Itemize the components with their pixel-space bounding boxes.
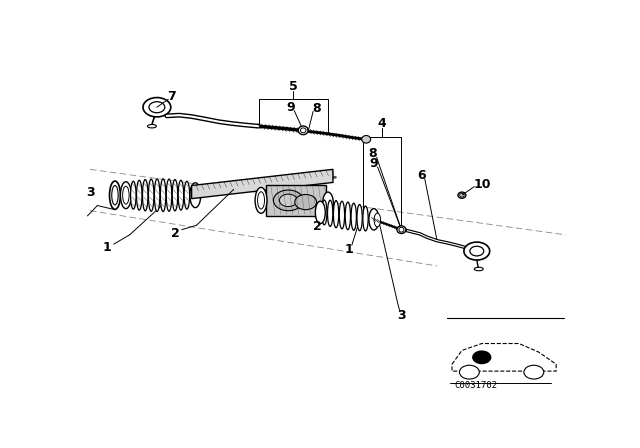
Ellipse shape — [166, 179, 172, 211]
Ellipse shape — [112, 185, 118, 205]
Ellipse shape — [363, 206, 368, 231]
Text: 8: 8 — [369, 147, 377, 160]
Ellipse shape — [120, 182, 131, 209]
Ellipse shape — [323, 192, 333, 215]
Text: 9: 9 — [369, 157, 378, 170]
Ellipse shape — [397, 226, 406, 233]
Text: 9: 9 — [287, 101, 295, 114]
Ellipse shape — [143, 180, 148, 211]
Polygon shape — [266, 185, 326, 216]
Circle shape — [143, 98, 171, 117]
Text: C0031702: C0031702 — [454, 382, 497, 391]
Circle shape — [273, 190, 303, 211]
Polygon shape — [191, 169, 333, 198]
Circle shape — [460, 365, 479, 379]
Ellipse shape — [172, 180, 178, 211]
Ellipse shape — [131, 181, 136, 209]
Text: 2: 2 — [171, 227, 180, 240]
Ellipse shape — [136, 180, 142, 210]
Ellipse shape — [374, 213, 381, 227]
Text: 1: 1 — [103, 241, 111, 254]
Ellipse shape — [184, 181, 189, 209]
Polygon shape — [452, 344, 556, 371]
Circle shape — [280, 194, 297, 207]
Text: 5: 5 — [289, 80, 298, 93]
Text: 8: 8 — [312, 102, 321, 115]
Text: 3: 3 — [397, 310, 406, 323]
Ellipse shape — [190, 183, 201, 207]
Ellipse shape — [161, 179, 166, 211]
Text: 2: 2 — [313, 220, 321, 233]
Text: 7: 7 — [168, 90, 176, 103]
Ellipse shape — [148, 179, 154, 211]
Ellipse shape — [357, 205, 362, 231]
Text: 1: 1 — [344, 243, 353, 256]
Ellipse shape — [339, 201, 344, 229]
Circle shape — [473, 351, 491, 363]
Circle shape — [470, 246, 484, 256]
Ellipse shape — [328, 200, 333, 226]
Ellipse shape — [154, 179, 160, 211]
Ellipse shape — [345, 202, 351, 230]
Ellipse shape — [298, 126, 308, 135]
Ellipse shape — [109, 181, 120, 209]
Text: 3: 3 — [86, 186, 95, 199]
Ellipse shape — [123, 186, 129, 204]
Ellipse shape — [369, 209, 379, 230]
Ellipse shape — [474, 267, 483, 271]
Ellipse shape — [316, 201, 325, 224]
Ellipse shape — [147, 125, 156, 128]
Text: 6: 6 — [417, 169, 426, 182]
Ellipse shape — [300, 128, 306, 133]
Ellipse shape — [333, 201, 339, 228]
Text: 4: 4 — [378, 117, 387, 130]
Ellipse shape — [255, 187, 267, 213]
Ellipse shape — [362, 135, 371, 143]
Ellipse shape — [178, 180, 184, 210]
Ellipse shape — [458, 192, 466, 198]
Ellipse shape — [322, 200, 327, 225]
Ellipse shape — [460, 193, 464, 197]
Ellipse shape — [399, 227, 404, 232]
Text: 10: 10 — [474, 178, 492, 191]
Circle shape — [295, 194, 317, 210]
Circle shape — [524, 365, 544, 379]
Circle shape — [149, 102, 165, 113]
Ellipse shape — [257, 192, 264, 209]
Ellipse shape — [351, 203, 356, 230]
Circle shape — [464, 242, 490, 260]
